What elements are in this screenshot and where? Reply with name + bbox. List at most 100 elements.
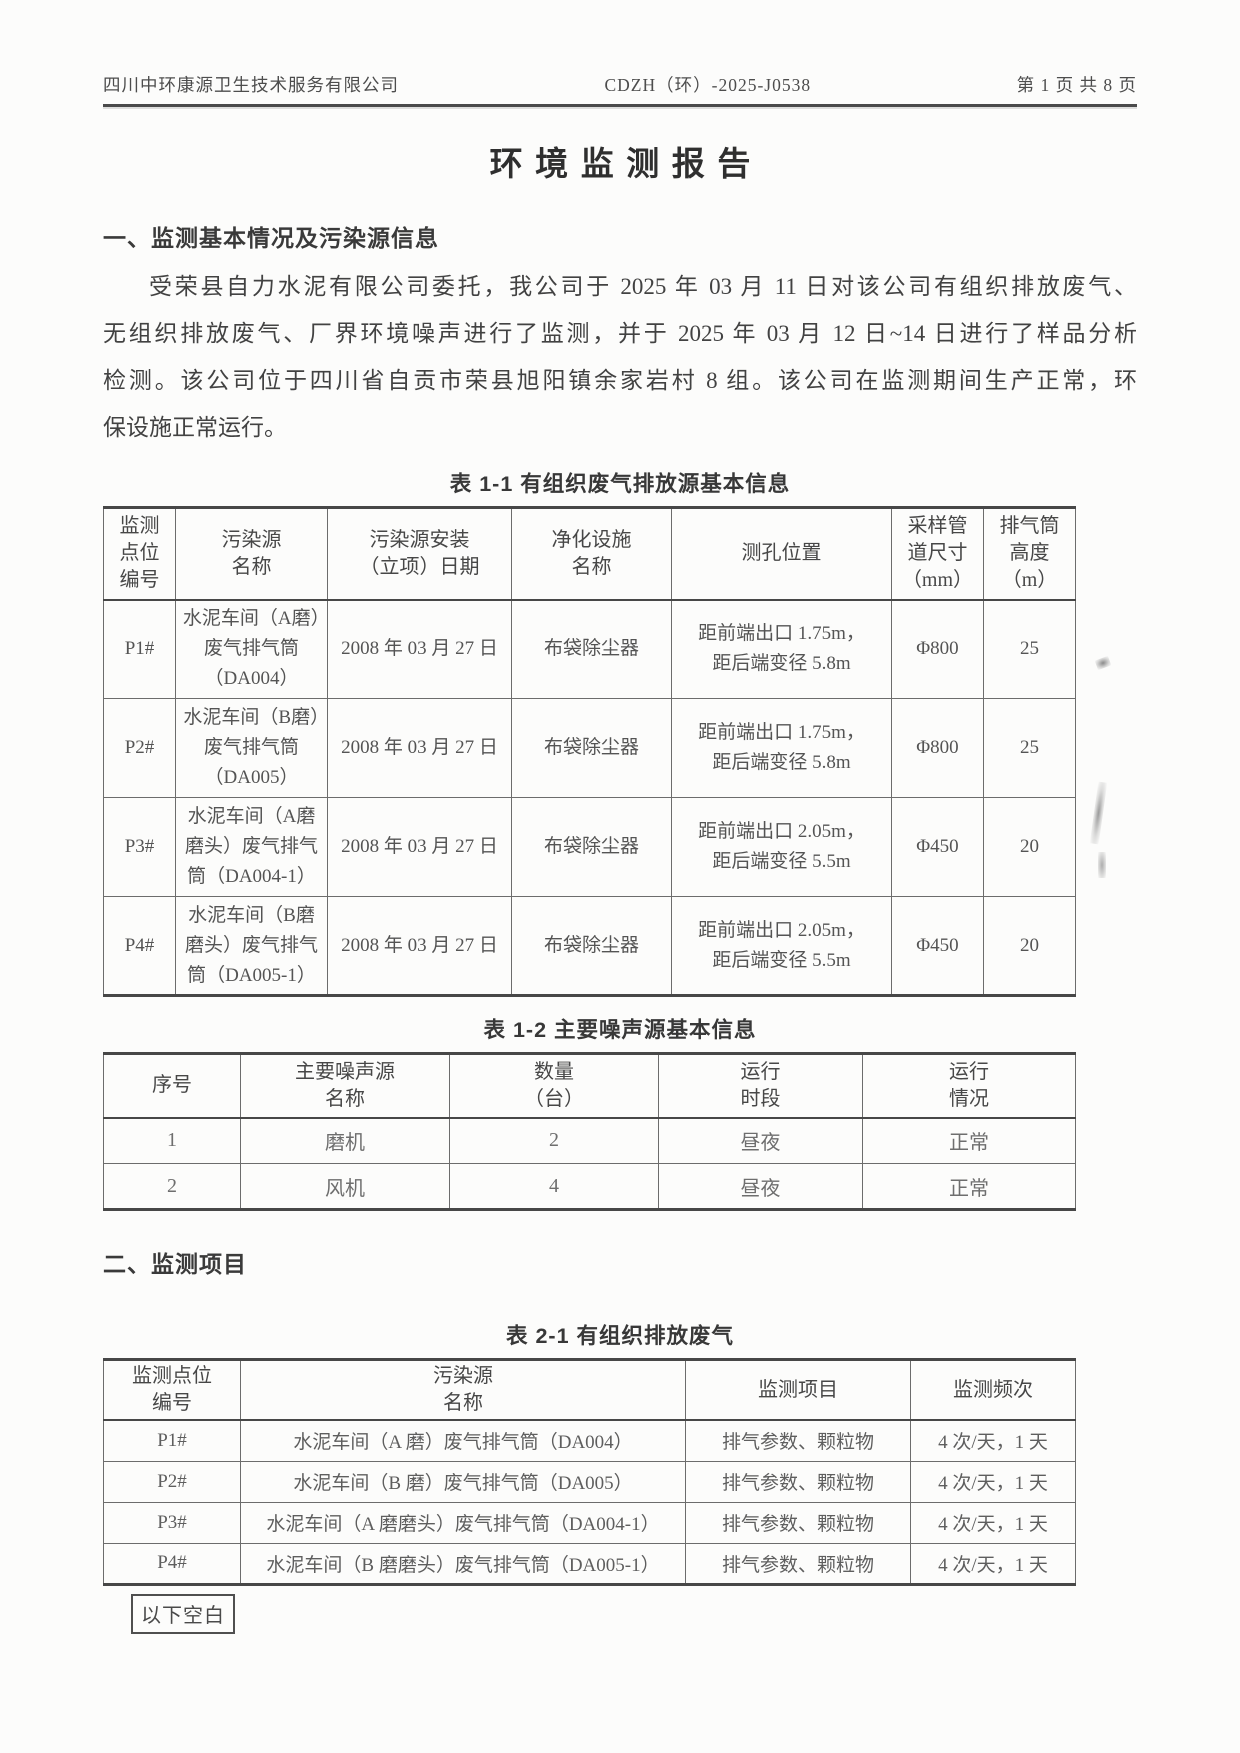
col-header: 净化设施 名称: [511, 507, 672, 601]
table-cell: Φ800: [891, 698, 984, 798]
table-cell: 水泥车间（B磨磨头）废气排气筒（DA005-1）: [175, 896, 328, 996]
table-cell: P3#: [103, 1501, 241, 1544]
section-heading-1: 一、监测基本情况及污染源信息: [103, 225, 439, 251]
table-cell: 排气参数、颗粒物: [685, 1460, 911, 1503]
table-cell: P2#: [103, 698, 176, 798]
col-header: 污染源安装 （立项）日期: [327, 507, 512, 601]
table-cell: Φ450: [891, 896, 984, 996]
table-cell: 2: [449, 1117, 659, 1164]
table-cell: 4 次/天，1 天: [910, 1419, 1076, 1462]
table-cell: 1: [103, 1117, 241, 1164]
table-row: P3# 水泥车间（A 磨磨头）废气排气筒（DA004-1） 排气参数、颗粒物 4…: [103, 1501, 1076, 1544]
col-header: 序号: [103, 1053, 241, 1119]
table-row: P2# 水泥车间（B 磨）废气排气筒（DA005） 排气参数、颗粒物 4 次/天…: [103, 1460, 1076, 1503]
table-cell: 正常: [862, 1117, 1076, 1164]
col-header: 污染源 名称: [240, 1359, 686, 1421]
col-header: 数量 （台）: [449, 1053, 659, 1119]
table-row: 2 风机 4 昼夜 正常: [103, 1163, 1076, 1210]
table-1-1-title: 表 1-1 有组织废气排放源基本信息: [449, 472, 791, 496]
col-header: 主要噪声源 名称: [240, 1053, 450, 1119]
col-header: 污染源 名称: [175, 507, 328, 601]
table-cell: P4#: [103, 896, 176, 996]
table-cell: 水泥车间（B 磨）废气排气筒（DA005）: [240, 1460, 686, 1503]
table-cell: 25: [983, 599, 1076, 699]
table-cell: 水泥车间（A 磨磨头）废气排气筒（DA004-1）: [240, 1501, 686, 1544]
col-header: 监测项目: [685, 1359, 911, 1421]
table-cell: 4: [449, 1163, 659, 1210]
table-row: P2# 水泥车间（B磨）废气排气筒（DA005） 2008 年 03 月 27 …: [103, 698, 1076, 798]
col-header: 测孔位置: [671, 507, 892, 601]
table-cell: P3#: [103, 797, 176, 897]
table-cell: 排气参数、颗粒物: [685, 1419, 911, 1462]
table-2-1-title: 表 2-1 有组织排放废气: [505, 1324, 735, 1348]
table-cell: Φ450: [891, 797, 984, 897]
col-header: 运行 情况: [862, 1053, 1076, 1119]
table-1-2-title: 表 1-2 主要噪声源基本信息: [483, 1018, 757, 1042]
table-cell: 水泥车间（A磨）废气排气筒（DA004）: [175, 599, 328, 699]
table-cell: 25: [983, 698, 1076, 798]
col-header: 运行 时段: [658, 1053, 863, 1119]
paragraph-line: 无组织排放废气、厂界环境噪声进行了监测，并于 2025 年 03 月 12 日~…: [103, 321, 1137, 346]
page-header: 四川中环康源卫生技术服务有限公司 CDZH（环）-2025-J0538 第 1 …: [103, 72, 1137, 97]
table-cell: 布袋除尘器: [511, 599, 672, 699]
table-cell: 4 次/天，1 天: [910, 1460, 1076, 1503]
table-cell: 20: [983, 797, 1076, 897]
paragraph-line: 保设施正常运行。: [103, 415, 287, 440]
table-cell: 距前端出口 1.75m， 距后端变径 5.8m: [671, 698, 892, 798]
table-cell: P1#: [103, 1419, 241, 1462]
table-cell: P1#: [103, 599, 176, 699]
table-cell: 正常: [862, 1163, 1076, 1210]
table-header-row: 序号 主要噪声源 名称 数量 （台） 运行 时段 运行 情况: [103, 1053, 1076, 1119]
table-cell: 磨机: [240, 1117, 450, 1164]
table-cell: P2#: [103, 1460, 241, 1503]
table-cell: 昼夜: [658, 1117, 863, 1164]
table-1-1-emission-sources: 监测 点位 编号 污染源 名称 污染源安装 （立项）日期 净化设施 名称 测孔位…: [103, 506, 1076, 997]
table-cell: 排气参数、颗粒物: [685, 1542, 911, 1585]
table-cell: 布袋除尘器: [511, 797, 672, 897]
col-header: 监测 点位 编号: [103, 507, 176, 601]
table-cell: 2008 年 03 月 27 日: [327, 896, 512, 996]
col-header: 排气筒 高度 （m）: [983, 507, 1076, 601]
table-cell: 排气参数、颗粒物: [685, 1501, 911, 1544]
table-cell: 布袋除尘器: [511, 698, 672, 798]
paragraph-line: 检测。该公司位于四川省自贡市荣县旭阳镇余家岩村 8 组。该公司在监测期间生产正常…: [103, 368, 1137, 393]
header-company: 四川中环康源卫生技术服务有限公司: [103, 75, 399, 95]
table-cell: Φ800: [891, 599, 984, 699]
table-cell: 距前端出口 2.05m， 距后端变径 5.5m: [671, 797, 892, 897]
table-cell: 风机: [240, 1163, 450, 1210]
table-cell: P4#: [103, 1542, 241, 1585]
table-cell: 布袋除尘器: [511, 896, 672, 996]
table-cell: 距前端出口 1.75m， 距后端变径 5.8m: [671, 599, 892, 699]
table-cell: 2008 年 03 月 27 日: [327, 599, 512, 699]
table-cell: 距前端出口 2.05m， 距后端变径 5.5m: [671, 896, 892, 996]
table-cell: 2008 年 03 月 27 日: [327, 797, 512, 897]
table-row: P1# 水泥车间（A磨）废气排气筒（DA004） 2008 年 03 月 27 …: [103, 599, 1076, 699]
table-header-row: 监测 点位 编号 污染源 名称 污染源安装 （立项）日期 净化设施 名称 测孔位…: [103, 507, 1076, 601]
col-header: 监测频次: [910, 1359, 1076, 1421]
table-row: P3# 水泥车间（A磨磨头）废气排气筒（DA004-1） 2008 年 03 月…: [103, 797, 1076, 897]
header-doc-number: CDZH（环）-2025-J0538: [604, 75, 812, 95]
col-header: 采样管 道尺寸 （mm）: [891, 507, 984, 601]
header-page-number: 第 1 页 共 8 页: [1016, 75, 1137, 95]
table-cell: 4 次/天，1 天: [910, 1542, 1076, 1585]
table-header-row: 监测点位 编号 污染源 名称 监测项目 监测频次: [103, 1359, 1076, 1421]
table-cell: 水泥车间（A磨磨头）废气排气筒（DA004-1）: [175, 797, 328, 897]
page-content: 四川中环康源卫生技术服务有限公司 CDZH（环）-2025-J0538 第 1 …: [103, 72, 1137, 1634]
table-cell: 水泥车间（B磨）废气排气筒（DA005）: [175, 698, 328, 798]
report-title: 环境监测报告: [489, 145, 763, 182]
table-cell: 水泥车间（A 磨）废气排气筒（DA004）: [240, 1419, 686, 1462]
table-cell: 水泥车间（B 磨磨头）废气排气筒（DA005-1）: [240, 1542, 686, 1585]
table-cell: 2: [103, 1163, 241, 1210]
section-heading-2: 二、监测项目: [103, 1251, 247, 1277]
table-row: P4# 水泥车间（B磨磨头）废气排气筒（DA005-1） 2008 年 03 月…: [103, 896, 1076, 996]
table-cell: 4 次/天，1 天: [910, 1501, 1076, 1544]
paragraph-line: 受荣县自力水泥有限公司委托，我公司于 2025 年 03 月 11 日对该公司有…: [149, 274, 1137, 299]
header-divider: [103, 104, 1137, 107]
table-cell: 20: [983, 896, 1076, 996]
blank-below-note: 以下空白: [131, 1593, 235, 1634]
table-row: P1# 水泥车间（A 磨）废气排气筒（DA004） 排气参数、颗粒物 4 次/天…: [103, 1419, 1076, 1462]
intro-paragraph: 受荣县自力水泥有限公司委托，我公司于 2025 年 03 月 11 日对该公司有…: [103, 263, 1137, 451]
table-row: 1 磨机 2 昼夜 正常: [103, 1117, 1076, 1164]
col-header: 监测点位 编号: [103, 1359, 241, 1421]
